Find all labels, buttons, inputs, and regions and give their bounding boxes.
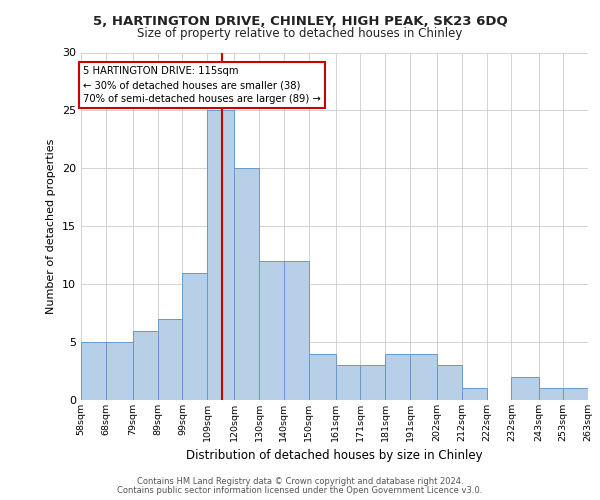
- Bar: [437, 365, 462, 400]
- Y-axis label: Number of detached properties: Number of detached properties: [46, 138, 56, 314]
- Text: 5, HARTINGTON DRIVE, CHINLEY, HIGH PEAK, SK23 6DQ: 5, HARTINGTON DRIVE, CHINLEY, HIGH PEAK,…: [92, 15, 508, 28]
- Text: Size of property relative to detached houses in Chinley: Size of property relative to detached ho…: [137, 28, 463, 40]
- Bar: [158, 319, 182, 400]
- Bar: [133, 330, 158, 400]
- Bar: [336, 365, 361, 400]
- Bar: [410, 354, 437, 400]
- Bar: [308, 354, 336, 400]
- Bar: [361, 365, 385, 400]
- Text: Contains HM Land Registry data © Crown copyright and database right 2024.: Contains HM Land Registry data © Crown c…: [137, 477, 463, 486]
- Bar: [462, 388, 487, 400]
- X-axis label: Distribution of detached houses by size in Chinley: Distribution of detached houses by size …: [186, 450, 483, 462]
- Bar: [284, 261, 308, 400]
- Bar: [81, 342, 106, 400]
- Bar: [182, 272, 207, 400]
- Text: 5 HARTINGTON DRIVE: 115sqm
← 30% of detached houses are smaller (38)
70% of semi: 5 HARTINGTON DRIVE: 115sqm ← 30% of deta…: [83, 66, 321, 104]
- Text: Contains public sector information licensed under the Open Government Licence v3: Contains public sector information licen…: [118, 486, 482, 495]
- Bar: [563, 388, 588, 400]
- Bar: [235, 168, 259, 400]
- Bar: [207, 110, 235, 400]
- Bar: [539, 388, 563, 400]
- Bar: [511, 377, 539, 400]
- Bar: [106, 342, 133, 400]
- Bar: [259, 261, 284, 400]
- Bar: [385, 354, 410, 400]
